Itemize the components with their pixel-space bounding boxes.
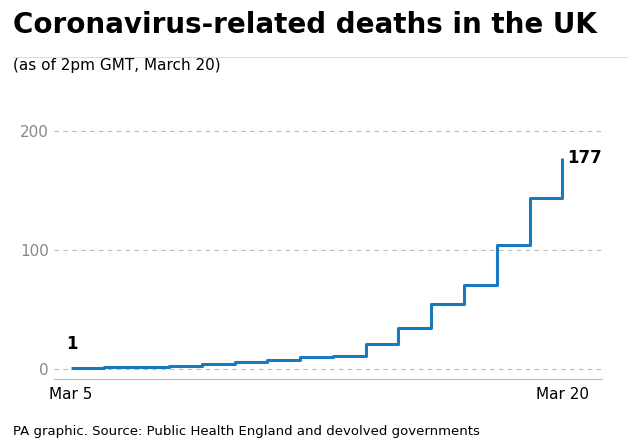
Text: Coronavirus-related deaths in the UK: Coronavirus-related deaths in the UK (13, 11, 596, 39)
Text: 1: 1 (66, 334, 77, 353)
Text: (as of 2pm GMT, March 20): (as of 2pm GMT, March 20) (13, 58, 220, 74)
Text: 177: 177 (567, 149, 602, 167)
Text: PA graphic. Source: Public Health England and devolved governments: PA graphic. Source: Public Health Englan… (13, 425, 479, 438)
